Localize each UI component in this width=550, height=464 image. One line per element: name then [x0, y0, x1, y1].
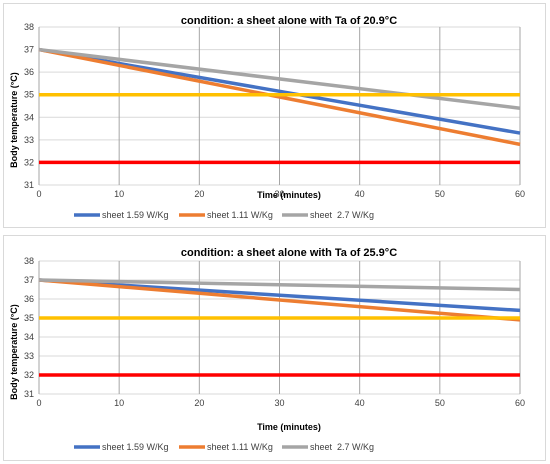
series-line-sheet-1-11-w-kg [38, 47, 521, 147]
y-tick-label: 33 [24, 351, 34, 361]
legend-label: sheet 2.7 W/Kg [310, 210, 374, 220]
chart-panel-bottom: condition: a sheet alone with Ta of 25.9… [3, 235, 546, 461]
legend-label: sheet 2.7 W/Kg [310, 442, 374, 452]
y-axis-label: Body temperature (°C) [9, 72, 19, 168]
x-tick-label: 0 [36, 398, 41, 408]
x-tick-label: 30 [274, 189, 284, 199]
series-line-sheet-1-11-w-kg [38, 278, 521, 322]
y-tick-label: 35 [24, 90, 34, 100]
x-tick-label: 50 [435, 189, 445, 199]
y-tick-label: 33 [24, 135, 34, 145]
legend-label: sheet 1.59 W/Kg [102, 210, 169, 220]
chart-panel-top: condition: a sheet alone with Ta of 20.9… [3, 3, 546, 228]
y-tick-label: 34 [24, 112, 34, 122]
chart-title: condition: a sheet alone with Ta of 20.9… [181, 15, 397, 27]
y-tick-label: 37 [24, 275, 34, 285]
y-tick-label: 37 [24, 45, 34, 55]
y-tick-label: 38 [24, 256, 34, 266]
series-line-sheet-2-7-w-kg [38, 47, 521, 110]
legend-label: sheet 1.11 W/Kg [207, 210, 273, 220]
series-lines [38, 47, 521, 165]
x-axis-label: Time (minutes) [257, 422, 321, 432]
y-tick-label: 32 [24, 157, 34, 167]
y-axis-label: Body temperature (°C) [9, 304, 19, 400]
series-lines [38, 278, 521, 377]
x-axis-label: Time (minutes) [257, 190, 321, 200]
x-tick-label: 0 [36, 189, 41, 199]
x-tick-label: 50 [435, 398, 445, 408]
legend-label: sheet 1.59 W/Kg [102, 442, 169, 452]
x-tick-label: 40 [355, 398, 365, 408]
y-tick-label: 38 [24, 22, 34, 32]
legend-label: sheet 1.11 W/Kg [207, 442, 273, 452]
chart-top-svg: condition: a sheet alone with Ta of 20.9… [9, 15, 525, 220]
series-line-sheet-1-59-w-kg [38, 47, 521, 135]
y-tick-label: 35 [24, 313, 34, 323]
x-tick-label: 60 [515, 189, 525, 199]
y-tick-label: 31 [24, 389, 34, 399]
chart-title: condition: a sheet alone with Ta of 25.9… [181, 247, 397, 259]
x-tick-label: 30 [274, 398, 284, 408]
chart-bottom-svg: condition: a sheet alone with Ta of 25.9… [9, 247, 525, 452]
legend: sheet 1.59 W/Kg sheet 1.11 W/Kg sheet 2.7 … [74, 210, 374, 220]
y-tick-label: 31 [24, 180, 34, 190]
x-tick-label: 40 [355, 189, 365, 199]
y-tick-label: 32 [24, 370, 34, 380]
tick-labels: 31 32 33 34 35 36 37 38 0 10 20 30 40 50 60 [24, 256, 525, 408]
x-tick-label: 10 [114, 189, 124, 199]
x-tick-label: 60 [515, 398, 525, 408]
x-tick-label: 10 [114, 398, 124, 408]
y-tick-label: 36 [24, 67, 34, 77]
series-line-sheet-2-7-w-kg [38, 278, 521, 292]
y-tick-label: 36 [24, 294, 34, 304]
legend: sheet 1.59 W/Kg sheet 1.11 W/Kg sheet 2.7 … [74, 442, 374, 452]
x-tick-label: 20 [194, 398, 204, 408]
x-tick-label: 20 [194, 189, 204, 199]
tick-labels: 31 32 33 34 35 36 37 38 0 10 20 30 40 50 60 [24, 22, 525, 199]
y-tick-label: 34 [24, 332, 34, 342]
